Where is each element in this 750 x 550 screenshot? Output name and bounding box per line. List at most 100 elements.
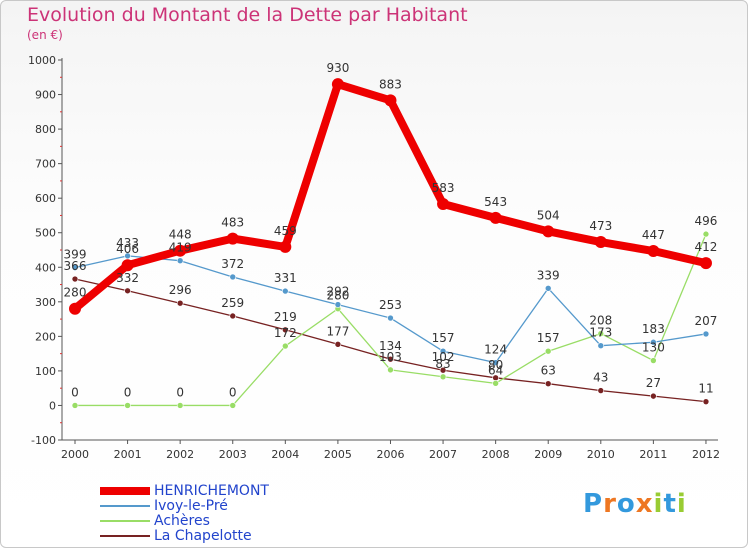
data-point: [121, 259, 134, 272]
data-label: 0: [229, 385, 237, 399]
data-label: 173: [589, 326, 612, 340]
data-label: 883: [379, 77, 402, 91]
data-label: 280: [64, 286, 87, 300]
data-point: [492, 380, 499, 387]
x-tick-label: 2012: [692, 448, 720, 461]
y-tick-label: 600: [35, 192, 56, 205]
data-point: [176, 257, 184, 265]
data-label: 366: [64, 259, 87, 273]
data-label: 339: [537, 268, 560, 282]
data-point: [229, 273, 237, 281]
legend-swatch: [100, 505, 150, 507]
legend-label: Achères: [154, 513, 210, 529]
data-point: [387, 366, 394, 374]
data-label: 63: [541, 364, 556, 378]
data-label: 473: [589, 219, 612, 233]
data-point: [229, 312, 237, 320]
x-tick-label: 2008: [482, 448, 510, 461]
data-point: [124, 252, 131, 260]
y-tick-label: 500: [35, 227, 56, 240]
x-tick-label: 2007: [429, 448, 457, 461]
y-tick-label: 100: [35, 365, 56, 378]
logo-letter: t: [663, 489, 677, 519]
data-label: 27: [646, 376, 661, 390]
data-point: [229, 402, 237, 409]
data-point: [597, 387, 605, 394]
data-label: 172: [274, 326, 297, 340]
data-label: 930: [326, 61, 349, 75]
data-label: 130: [642, 341, 665, 355]
data-point: [226, 232, 239, 245]
data-point: [597, 342, 605, 349]
data-label: 0: [71, 385, 79, 399]
data-label: 0: [176, 385, 184, 399]
data-point: [702, 330, 710, 338]
legend-label: HENRICHEMONT: [154, 483, 269, 499]
logo-letter: P: [583, 489, 604, 519]
logo-letter: x: [635, 489, 654, 519]
y-tick-label: 0: [49, 399, 56, 412]
data-label: 399: [64, 248, 87, 262]
data-label: 102: [432, 350, 455, 364]
data-point: [439, 366, 447, 374]
data-label: 543: [484, 195, 507, 209]
data-label: 208: [589, 314, 612, 328]
y-tick-label: 700: [35, 158, 56, 171]
logo-letter: i: [653, 489, 664, 519]
data-point: [176, 299, 184, 307]
data-point: [702, 398, 710, 405]
data-label: 372: [221, 257, 244, 271]
data-label: 80: [488, 358, 503, 372]
data-point: [544, 380, 552, 387]
data-label: 207: [695, 314, 718, 328]
data-point: [282, 326, 289, 334]
x-tick-label: 2003: [219, 448, 247, 461]
data-point: [702, 230, 710, 238]
data-label: 157: [537, 331, 560, 345]
data-point: [489, 211, 502, 224]
data-point: [437, 198, 450, 211]
legend-label: La Chapelotte: [154, 528, 252, 544]
data-label: 0: [124, 385, 132, 399]
data-point: [71, 264, 79, 271]
data-label: 219: [274, 310, 297, 324]
proxiti-logo: Proxiti: [583, 489, 687, 519]
data-point: [650, 357, 657, 364]
data-label: 412: [695, 240, 718, 254]
data-point: [492, 359, 499, 366]
x-tick-label: 2004: [271, 448, 299, 461]
data-point: [387, 355, 394, 363]
y-tick-label: 400: [35, 261, 56, 274]
data-point: [71, 402, 79, 409]
data-label: 11: [698, 382, 713, 396]
data-point: [124, 287, 131, 295]
y-tick-label: 300: [35, 296, 56, 309]
data-point: [69, 302, 81, 315]
data-label: 177: [326, 324, 349, 338]
data-point: [176, 402, 184, 409]
data-point: [650, 338, 657, 346]
data-label: 183: [642, 322, 665, 336]
data-label: 406: [116, 242, 139, 256]
data-label: 43: [593, 371, 608, 385]
y-tick-label: 200: [35, 330, 56, 343]
data-point: [439, 373, 447, 381]
data-label: 419: [169, 241, 192, 255]
x-tick-label: 2006: [376, 448, 404, 461]
legend-label: Ivoy-le-Pré: [154, 498, 228, 514]
data-label: 157: [432, 331, 455, 345]
logo-letter: r: [603, 489, 617, 519]
data-point: [174, 244, 187, 257]
data-point: [282, 342, 289, 350]
data-label: 448: [169, 228, 192, 242]
data-point: [439, 347, 447, 355]
legend-swatch: [100, 520, 150, 522]
y-tick-label: -100: [31, 434, 56, 447]
data-point: [331, 78, 344, 91]
data-label: 331: [274, 271, 297, 285]
data-point: [71, 275, 79, 283]
data-point: [597, 330, 605, 337]
x-tick-label: 2001: [114, 448, 142, 461]
data-label: 124: [484, 343, 507, 357]
